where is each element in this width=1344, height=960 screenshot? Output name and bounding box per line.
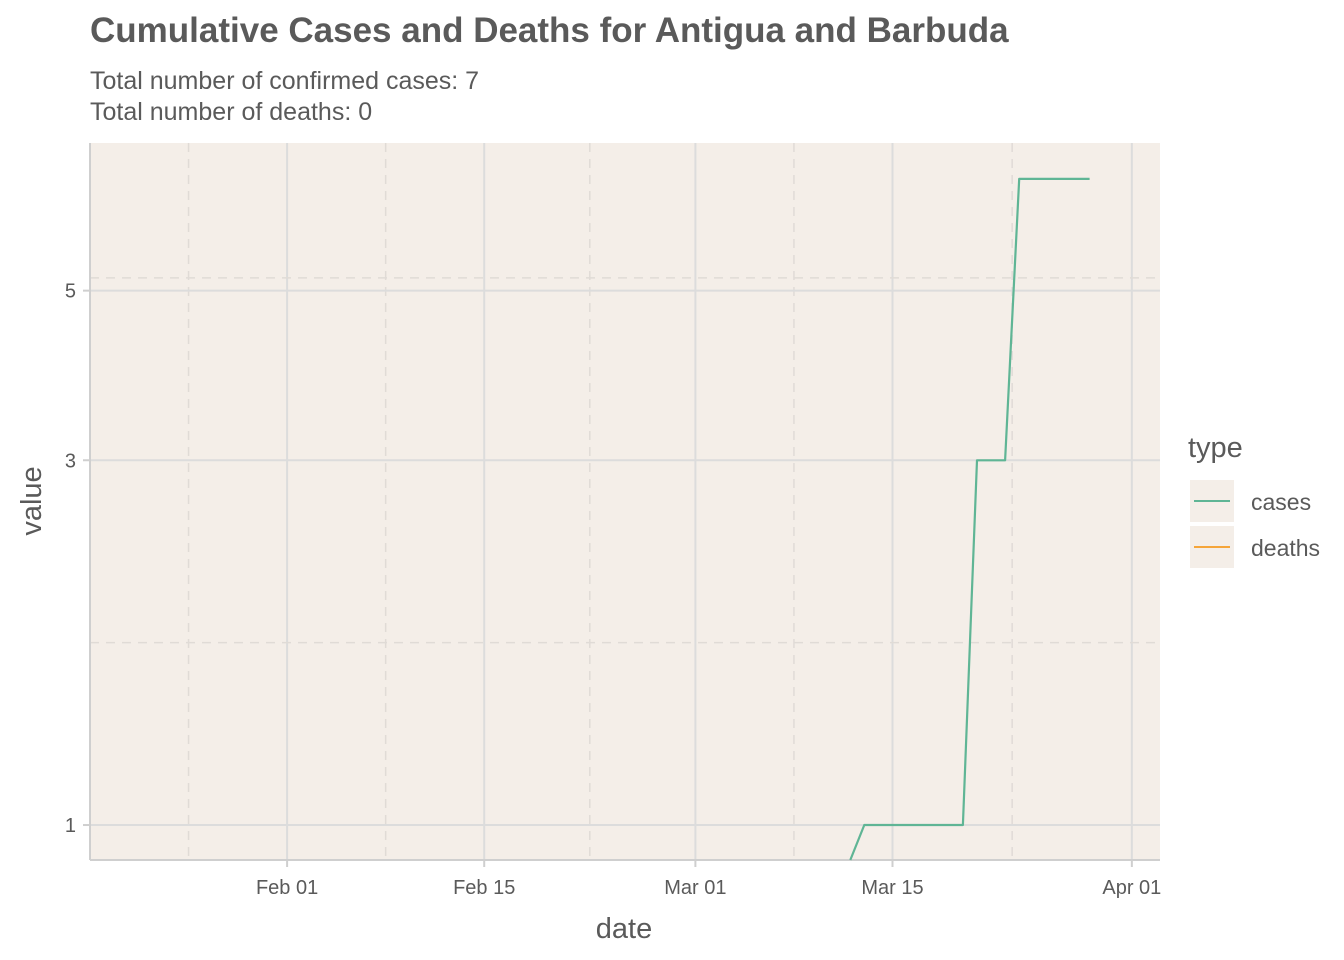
x-tick-label: Mar 01 [664, 877, 726, 899]
tick-labels: Feb 01 Feb 15 Mar 01 Mar 15 Apr 01 1 3 5 [65, 281, 1161, 899]
legend-swatch-cases [1194, 500, 1230, 502]
y-tick-label: 5 [65, 281, 76, 303]
series-line-cases [849, 177, 1090, 861]
plot-background [90, 143, 1160, 860]
legend-title: type [1188, 432, 1243, 464]
y-axis-label: value [16, 466, 48, 535]
legend-key-deaths [1190, 526, 1234, 568]
y-tick-label: 3 [65, 450, 76, 472]
legend-key-cases [1190, 480, 1234, 522]
chart-title: Cumulative Cases and Deaths for Antigua … [90, 11, 1009, 50]
x-tick-label: Mar 15 [861, 877, 923, 899]
subtitle-deaths: Total number of deaths: 0 [90, 98, 373, 126]
x-tick-label: Feb 01 [256, 877, 318, 899]
axes [83, 143, 1160, 867]
grid-lines [90, 143, 1160, 860]
series-lines [849, 177, 1090, 861]
x-axis-label: date [596, 913, 652, 945]
plot-panel [90, 143, 1160, 860]
subtitle-cases: Total number of confirmed cases: 7 [90, 67, 480, 95]
x-tick-label: Apr 01 [1102, 877, 1161, 899]
legend-label-cases: cases [1251, 489, 1312, 515]
legend-label-deaths: deaths [1251, 535, 1321, 561]
y-tick-label: 1 [65, 815, 76, 837]
legend-swatch-deaths [1194, 546, 1230, 548]
x-tick-label: Feb 15 [453, 877, 515, 899]
